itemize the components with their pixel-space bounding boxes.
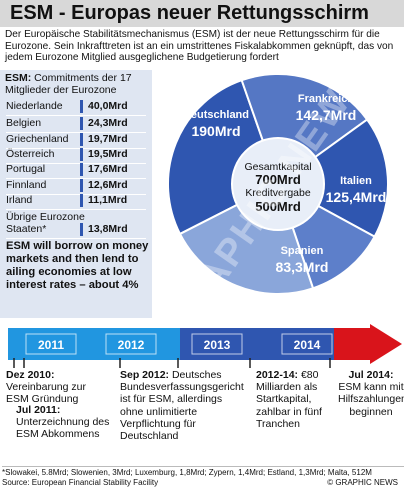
event-text: €80 Milliarden als Startkapital, zahlbar… — [256, 369, 322, 430]
timeline-event: Dez 2010: Vereinbarung zur ESM Gründung — [6, 369, 106, 406]
source: Source: European Financial Stability Fac… — [2, 478, 159, 487]
slice-label: Spanien — [281, 245, 324, 257]
member-value: 40,0Mrd — [88, 100, 128, 112]
slice-value: 125,4Mrd — [326, 189, 387, 205]
timeline-event: 2012-14: €80 Milliarden als Startkapital… — [256, 369, 336, 430]
member-name: Österreich — [6, 148, 55, 160]
member-name: Niederlande — [6, 100, 63, 112]
row-divider — [6, 209, 146, 210]
year-label: 2012 — [118, 338, 145, 352]
event-date: 2012-14: — [256, 369, 301, 381]
subtitle: Der Europäische Stabilitätsmechanismus (… — [5, 29, 394, 64]
member-marker — [80, 179, 83, 192]
center-label: Gesamtkapital — [244, 161, 311, 173]
member-value: 19,5Mrd — [88, 148, 128, 160]
credit: © GRAPHIC NEWS — [327, 478, 398, 487]
row-divider — [6, 194, 146, 195]
member-marker — [80, 133, 83, 146]
row-divider — [6, 132, 146, 133]
row-divider — [6, 148, 146, 149]
member-name: Übrige Eurozone Staaten* — [6, 211, 85, 235]
row-divider — [6, 178, 146, 179]
year-box — [281, 333, 333, 355]
slice-label: Deutschland — [183, 109, 249, 121]
year-label: 2013 — [204, 338, 231, 352]
slice-value: 190Mrd — [191, 123, 240, 139]
member-marker — [80, 148, 83, 161]
timeline-arrow — [370, 324, 402, 364]
member-value: 17,6Mrd — [88, 163, 128, 175]
timeline-segment — [8, 328, 180, 360]
member-value: 19,7Mrd — [88, 133, 128, 145]
row-divider — [6, 115, 146, 116]
timeline-event: Jul 2011: Unterzeichnung des ESM Abkomme… — [16, 404, 116, 441]
event-date: Sep 2012: — [120, 369, 172, 381]
member-name: Portugal — [6, 163, 46, 175]
member-marker — [80, 163, 83, 176]
member-name: Belgien — [6, 117, 42, 129]
commitments-heading: ESM: Commitments der 17 Mitglieder der E… — [5, 72, 145, 96]
slice-value: 142,7Mrd — [296, 107, 357, 123]
center-value: 500Mrd — [255, 199, 301, 214]
timeline-event: Sep 2012: Deutsches Bundesverfassungsger… — [120, 369, 244, 442]
member-value: 12,6Mrd — [88, 179, 128, 191]
member-name: Griechenland — [6, 133, 69, 145]
event-date: Jul 2011: — [16, 404, 61, 416]
center-value: 700Mrd — [255, 172, 301, 187]
pie-slice — [276, 118, 389, 239]
event-text: Deutsches Bundesverfassungsgericht ist f… — [120, 369, 244, 443]
member-name: Finnland — [6, 179, 47, 191]
esm-heading-bold: ESM: — [5, 72, 32, 84]
row-divider — [6, 238, 146, 239]
timeline-segment — [334, 328, 370, 360]
slice-label: Italien — [340, 175, 372, 187]
member-value: 11,1Mrd — [88, 194, 128, 206]
event-text: Vereinbarung zur ESM Gründung — [6, 381, 86, 406]
member-marker — [80, 223, 83, 236]
capital-pie-chart: Deutschland 190Mrd Frankreich 142,7Mrd Itali… — [167, 73, 389, 295]
timeline-segment — [180, 328, 334, 360]
timeline-event: Jul 2014: ESM kann mit Hilfszahlungen be… — [338, 369, 404, 418]
borrow-note: ESM will borrow on money markets and the… — [6, 240, 149, 291]
year-box — [105, 333, 157, 355]
slice-value: 83,3Mrd — [276, 259, 329, 275]
member-marker — [80, 117, 83, 130]
year-label: 2014 — [294, 338, 321, 352]
footnote: *Slowakei, 5.8Mrd; Slowenien, 3Mrd; Luxe… — [2, 468, 372, 477]
member-value: 13,8Mrd — [88, 223, 128, 235]
event-date: Jul 2014: — [348, 369, 394, 381]
page-title: ESM - Europas neuer Rettungsschirm — [0, 0, 404, 27]
year-box — [191, 333, 243, 355]
year-label: 2011 — [38, 338, 64, 352]
member-marker — [80, 100, 83, 113]
event-text: Unterzeichnung des ESM Abkommens — [16, 416, 110, 441]
esm-heading-rest: Commitments der 17 Mitglieder der Eurozo… — [5, 72, 132, 96]
event-date: Dez 2010: — [6, 369, 55, 381]
timeline-bar: 2011 2012 2013 2014 — [8, 324, 402, 368]
member-name: Irland — [6, 194, 33, 206]
member-marker — [80, 194, 83, 207]
year-box — [25, 333, 77, 355]
member-value: 24,3Mrd — [88, 117, 128, 129]
event-text: ESM kann mit Hilfszahlungen beginnen — [338, 381, 404, 418]
pie-center — [231, 137, 325, 231]
center-label: Kreditvergabe — [245, 187, 311, 199]
row-divider — [6, 163, 146, 164]
footnote-block: *Slowakei, 5.8Mrd; Slowenien, 3Mrd; Luxe… — [2, 466, 404, 488]
slice-label: Frankreich — [298, 93, 355, 105]
